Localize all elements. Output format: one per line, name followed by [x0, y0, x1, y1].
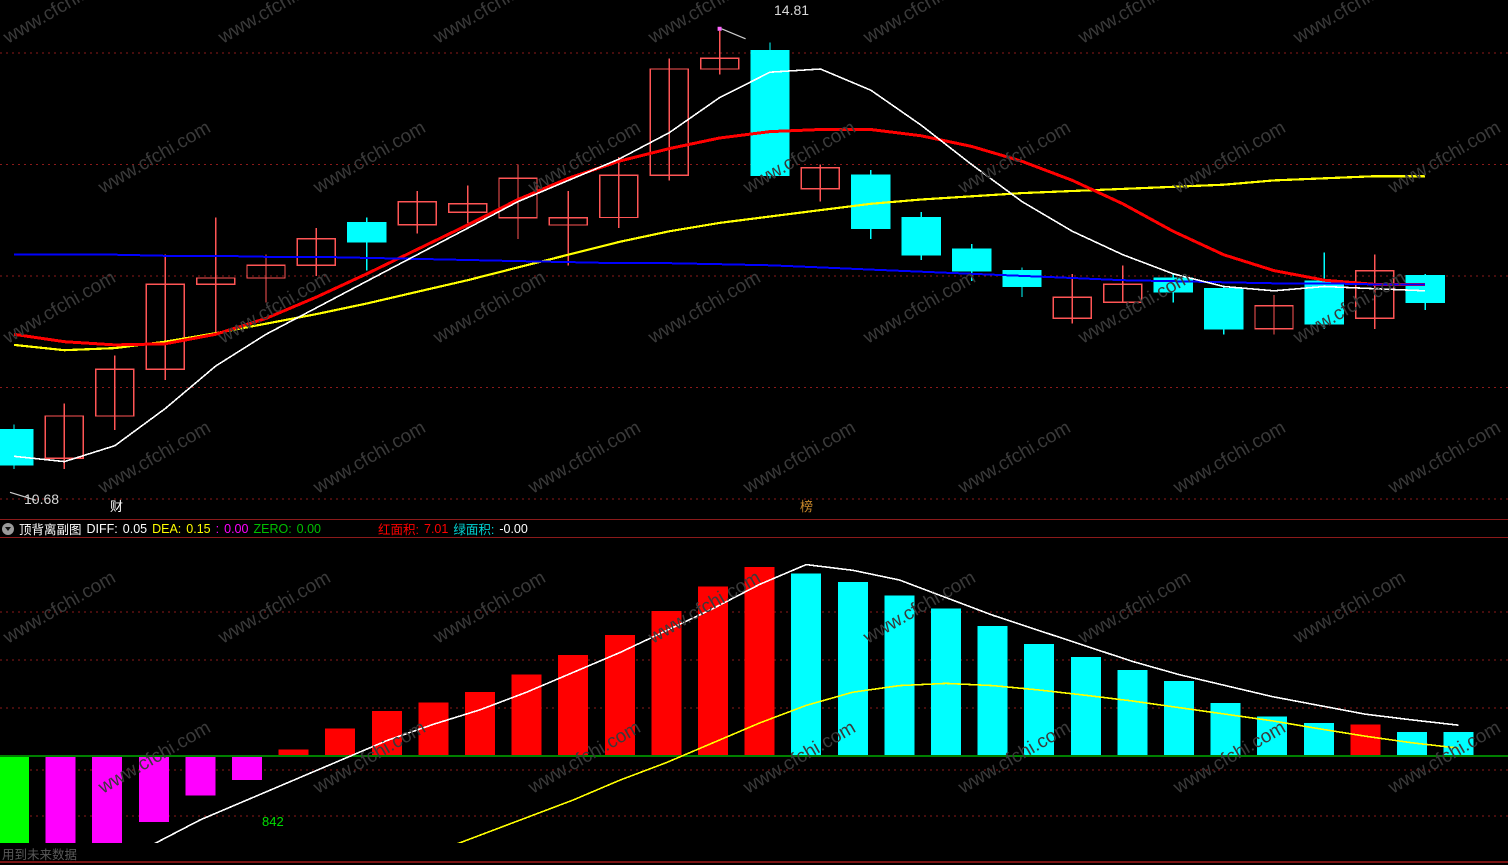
- macd-bar[interactable]: [1210, 703, 1241, 756]
- candlestick[interactable]: [44, 403, 85, 470]
- macd-bar[interactable]: [791, 573, 822, 756]
- candlestick[interactable]: [649, 58, 689, 181]
- macd-value-label: 842: [262, 814, 284, 829]
- macd-bar[interactable]: [325, 728, 356, 756]
- macd-bar[interactable]: [278, 749, 309, 756]
- macd-bar[interactable]: [138, 756, 169, 822]
- candlestick[interactable]: [1052, 273, 1093, 324]
- panel-divider-bottom: [0, 537, 1508, 538]
- candlestick[interactable]: [750, 42, 790, 179]
- candlestick[interactable]: [347, 217, 387, 271]
- macd-bar[interactable]: [185, 756, 216, 796]
- circle-chevron-down-icon[interactable]: [2, 522, 14, 535]
- green-area-value: -0.00: [499, 521, 528, 536]
- candlestick[interactable]: [1153, 273, 1193, 303]
- candlestick[interactable]: [800, 164, 841, 202]
- macd-value: 0.00: [224, 521, 249, 536]
- moving-average-line-ma-yellow: [13, 175, 1426, 352]
- moving-average-line-ma-white: [13, 68, 1426, 463]
- candlestick[interactable]: [901, 212, 941, 260]
- macd-bar[interactable]: [1070, 657, 1101, 756]
- macd-bar[interactable]: [0, 756, 29, 843]
- macd-bar[interactable]: [92, 756, 123, 843]
- zero-value: 0.00: [296, 521, 322, 536]
- macd-bar[interactable]: [837, 582, 868, 756]
- macd-bar[interactable]: [884, 595, 915, 756]
- macd-bar[interactable]: [232, 756, 262, 781]
- low-price-pointer: [9, 491, 37, 501]
- candlestick[interactable]: [447, 185, 488, 223]
- macd-bar[interactable]: [45, 756, 76, 843]
- macd-bar[interactable]: [371, 711, 402, 756]
- macd-bar[interactable]: [1350, 724, 1381, 756]
- macd-bar[interactable]: [558, 654, 589, 756]
- candlestick[interactable]: [1002, 267, 1042, 298]
- candlestick[interactable]: [195, 217, 236, 335]
- candlestick[interactable]: [951, 244, 992, 282]
- high-price-pointer: [721, 28, 746, 40]
- candlestick[interactable]: [1254, 295, 1294, 335]
- moving-average-line-ma-red: [13, 128, 1426, 347]
- indicator-info-bar[interactable]: 顶背离副图 DIFF: 0.05 DEA: 0.15 : 0.00 ZERO: …: [0, 520, 1508, 537]
- dea-value: 0.15: [186, 521, 211, 536]
- red-area-value: 7.01: [424, 521, 449, 536]
- diff-label: DIFF:: [86, 521, 118, 536]
- macd-bar[interactable]: [744, 566, 775, 756]
- red-area-label: 红面积:: [378, 523, 419, 537]
- candlestick[interactable]: [145, 254, 185, 380]
- candlestick[interactable]: [699, 30, 740, 75]
- high-price-marker: [717, 26, 722, 31]
- candlestick[interactable]: [0, 424, 34, 470]
- indicator-name: 顶背离副图: [19, 523, 82, 537]
- panel-divider-top: [0, 519, 1508, 520]
- candlestick[interactable]: [95, 355, 135, 430]
- macd-diff-line: [153, 563, 1459, 843]
- diff-value: 0.05: [122, 521, 148, 536]
- macd-histogram-chart[interactable]: [0, 538, 1508, 843]
- macd-bar[interactable]: [604, 635, 635, 756]
- moving-average-line-ma-blue: [14, 253, 1426, 286]
- candlestick[interactable]: [1203, 286, 1244, 335]
- brand-badge-right: 榜: [800, 500, 814, 515]
- candlestick[interactable]: [296, 228, 337, 276]
- macd-bar[interactable]: [1117, 670, 1148, 756]
- brand-badge-left: 财: [110, 500, 124, 515]
- candlestick[interactable]: [1103, 265, 1143, 304]
- macd-bar[interactable]: [977, 626, 1008, 756]
- candlestick[interactable]: [397, 191, 437, 234]
- macd-bar[interactable]: [651, 610, 682, 756]
- candlestick[interactable]: [246, 254, 286, 303]
- candlestick[interactable]: [548, 191, 589, 266]
- macd-bar[interactable]: [1443, 731, 1474, 756]
- green-area-label: 绿面积:: [453, 523, 495, 537]
- candlestick[interactable]: [1304, 252, 1345, 329]
- macd-dea-line: [457, 682, 1459, 843]
- macd-bar[interactable]: [931, 608, 961, 756]
- dea-label: DEA:: [152, 521, 182, 536]
- zero-label: ZERO:: [253, 521, 292, 536]
- candlestick-chart[interactable]: [0, 0, 1508, 520]
- macd-bar[interactable]: [511, 674, 542, 756]
- macd-bar[interactable]: [418, 702, 449, 756]
- low-price-label: 10.68: [24, 491, 60, 507]
- price-chart-panel[interactable]: [0, 0, 1508, 520]
- macd-bar[interactable]: [1164, 681, 1194, 756]
- macd-bar[interactable]: [1024, 643, 1055, 756]
- candlestick[interactable]: [1405, 273, 1445, 310]
- candlestick[interactable]: [599, 157, 639, 229]
- status-text: 用到未来数据: [2, 847, 78, 862]
- high-price-label: 14.81: [774, 2, 810, 18]
- candlestick[interactable]: [1355, 254, 1395, 329]
- macd-separator: :: [215, 521, 220, 536]
- macd-bar[interactable]: [465, 692, 495, 756]
- macd-bar[interactable]: [698, 586, 728, 756]
- macd-indicator-panel[interactable]: [0, 538, 1508, 843]
- status-bar: 用到未来数据: [0, 845, 1508, 865]
- status-underline: [0, 861, 1508, 863]
